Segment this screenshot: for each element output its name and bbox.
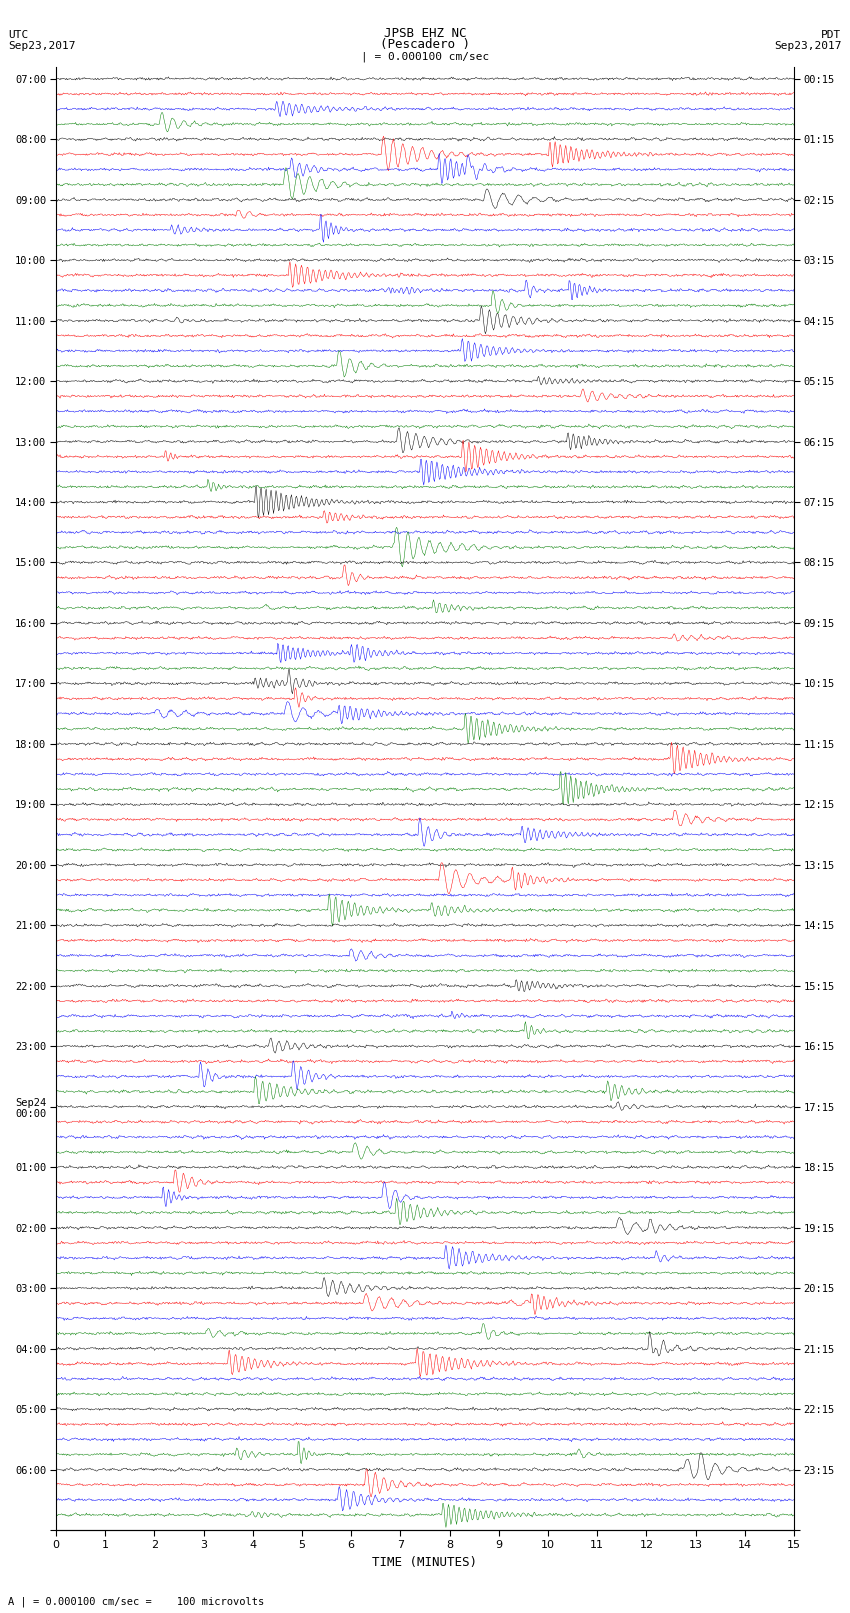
Text: JPSB EHZ NC: JPSB EHZ NC: [383, 26, 467, 39]
Text: (Pescadero ): (Pescadero ): [380, 37, 470, 50]
X-axis label: TIME (MINUTES): TIME (MINUTES): [372, 1557, 478, 1569]
Text: PDT: PDT: [821, 29, 842, 39]
Text: UTC: UTC: [8, 29, 29, 39]
Text: A | = 0.000100 cm/sec =    100 microvolts: A | = 0.000100 cm/sec = 100 microvolts: [8, 1595, 264, 1607]
Text: Sep23,2017: Sep23,2017: [8, 40, 76, 50]
Text: | = 0.000100 cm/sec: | = 0.000100 cm/sec: [361, 52, 489, 61]
Text: Sep23,2017: Sep23,2017: [774, 40, 842, 50]
